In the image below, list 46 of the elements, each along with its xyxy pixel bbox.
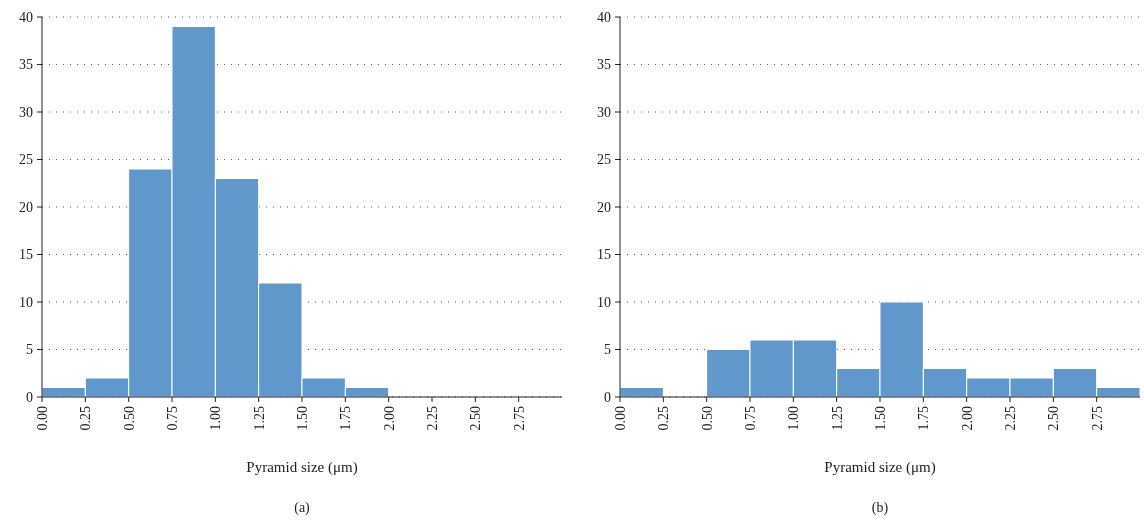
x-tick-label: 2.00 <box>959 406 975 431</box>
y-tick-label: 35 <box>597 57 611 73</box>
y-tick-label: 5 <box>26 342 33 358</box>
y-tick-label: 10 <box>19 294 33 310</box>
x-tick-label: 1.00 <box>786 406 802 431</box>
x-tick-label: 1.50 <box>294 406 310 431</box>
x-tick-label: 2.00 <box>381 406 397 431</box>
y-tick-label: 20 <box>19 199 33 215</box>
x-axis-title: Pyramid size (μm) <box>246 459 358 476</box>
x-tick-label: 0.50 <box>121 406 137 431</box>
y-tick-label: 15 <box>597 247 611 263</box>
text: (b) <box>871 500 889 516</box>
x-tick-label: 2.50 <box>1046 406 1062 431</box>
x-tick-label: 1.75 <box>338 406 354 431</box>
x-tick-label: 2.50 <box>468 406 484 431</box>
x-tick-label: 1.50 <box>872 406 888 431</box>
x-tick-label: 2.75 <box>1089 406 1105 431</box>
x-tick-label: 0.25 <box>656 406 672 431</box>
y-tick-label: 25 <box>597 152 611 168</box>
x-tick-label: 1.25 <box>829 406 845 431</box>
x-axis-title: Pyramid size (μm) <box>824 459 936 476</box>
x-tick-label: 0.75 <box>742 406 758 431</box>
x-tick-label: 0.75 <box>164 406 180 431</box>
x-tick-label: 0.00 <box>34 406 50 431</box>
x-tick-label: 1.25 <box>251 406 267 431</box>
x-tick-label: 0.50 <box>699 406 715 431</box>
x-tick-label: 2.75 <box>511 406 527 431</box>
x-tick-label: 1.75 <box>916 406 932 431</box>
y-tick-label: 15 <box>19 247 33 263</box>
y-tick-label: 30 <box>597 104 611 120</box>
y-tick-label: 20 <box>597 199 611 215</box>
x-tick-label: 2.25 <box>424 406 440 431</box>
x-tick-label: 0.25 <box>78 406 94 431</box>
y-tick-label: 40 <box>19 9 33 25</box>
y-tick-label: 5 <box>604 342 611 358</box>
text: (a) <box>294 500 311 516</box>
x-tick-label: 2.25 <box>1002 406 1018 431</box>
y-tick-label: 0 <box>26 389 33 405</box>
x-tick-label: 1.00 <box>208 406 224 431</box>
x-tick-label: 0.00 <box>612 406 628 431</box>
y-tick-label: 25 <box>19 152 33 168</box>
y-tick-label: 0 <box>604 389 611 405</box>
y-tick-label: 35 <box>19 57 33 73</box>
y-tick-label: 30 <box>19 104 33 120</box>
y-tick-label: 40 <box>597 9 611 25</box>
y-tick-label: 10 <box>597 294 611 310</box>
